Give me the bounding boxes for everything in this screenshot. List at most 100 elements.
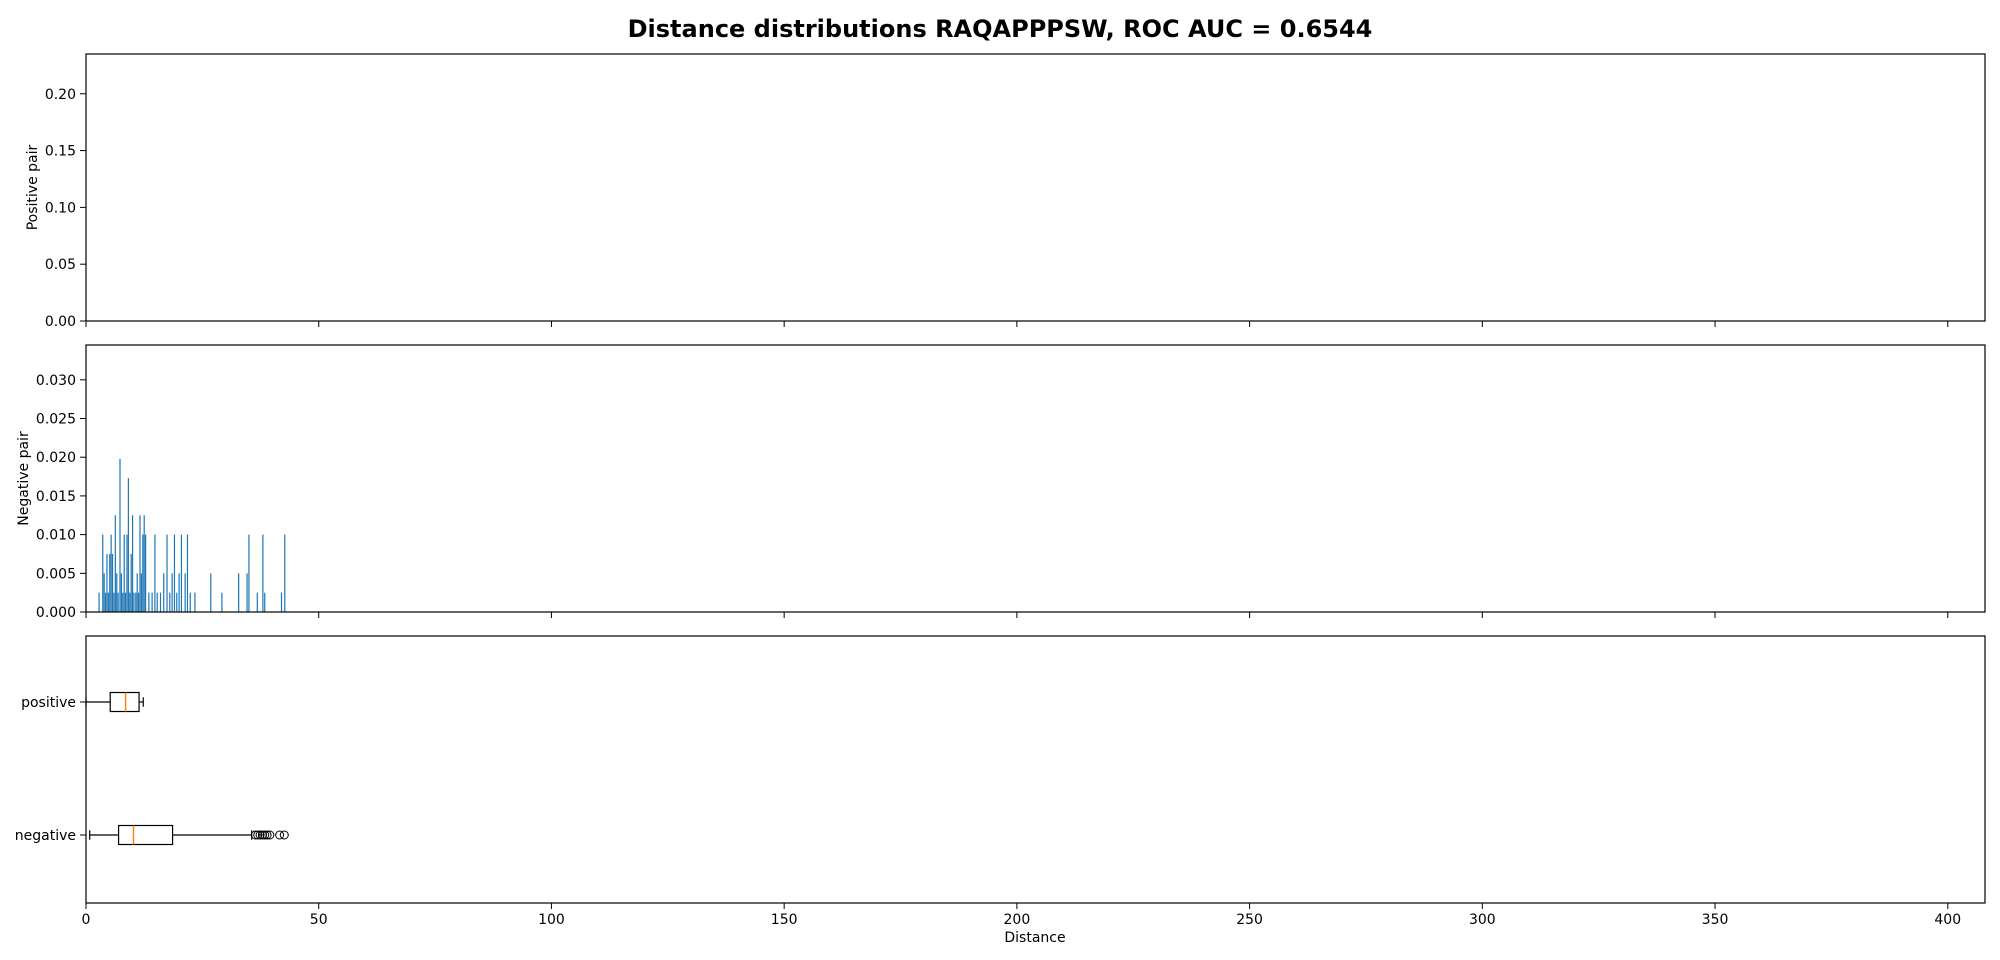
histogram-bar bbox=[151, 592, 153, 612]
positive-y-ticks: 0.00 0.05 0.10 0.15 0.20 bbox=[45, 87, 86, 330]
histogram-bar bbox=[114, 515, 116, 612]
positive-x-ticks bbox=[85, 321, 1949, 327]
histogram-bar bbox=[103, 573, 105, 612]
x-tick-label: 150 bbox=[771, 912, 798, 928]
histogram-bar bbox=[142, 534, 144, 612]
category-label-negative: negative bbox=[15, 828, 76, 844]
outlier-point bbox=[253, 830, 263, 840]
negative-ylabel: Negative pair bbox=[16, 431, 32, 526]
histogram-bar bbox=[110, 534, 112, 612]
y-tick-label: 0.030 bbox=[36, 373, 76, 389]
negative-y-ticks: 0.000 0.005 0.010 0.015 0.020 0.025 0.030 bbox=[36, 373, 86, 621]
histogram-bar bbox=[127, 478, 129, 612]
histogram-bar bbox=[173, 534, 176, 612]
histogram-bar bbox=[221, 592, 223, 612]
histogram-bar bbox=[140, 573, 143, 612]
iqr-box bbox=[117, 824, 174, 846]
histogram-bar bbox=[143, 515, 145, 612]
histogram-bar bbox=[156, 592, 158, 612]
y-tick-label: 0.20 bbox=[45, 87, 76, 103]
y-tick-label: 0.005 bbox=[36, 566, 76, 582]
histogram-bar bbox=[238, 573, 240, 612]
histogram-bar bbox=[136, 573, 138, 612]
histogram-bar bbox=[129, 592, 131, 612]
y-tick-label: 0.010 bbox=[36, 528, 76, 544]
x-tick-label: 100 bbox=[538, 912, 565, 928]
x-tick-label: 200 bbox=[1004, 912, 1031, 928]
boxplot-plot-frame bbox=[85, 635, 1986, 904]
positive-ylabel: Positive pair bbox=[25, 144, 41, 230]
boxplot-negative bbox=[89, 824, 289, 846]
outlier-point bbox=[275, 830, 285, 840]
histogram-bar bbox=[126, 534, 128, 612]
histogram-bar bbox=[166, 534, 168, 612]
outlier-point bbox=[257, 830, 267, 840]
histogram-bar bbox=[144, 534, 147, 612]
histogram-bar bbox=[176, 592, 178, 612]
outlier-point bbox=[265, 830, 275, 840]
histogram-bar bbox=[107, 592, 109, 612]
histogram-bar bbox=[123, 534, 125, 612]
histogram-bar bbox=[178, 573, 180, 612]
y-tick-label: 0.020 bbox=[36, 450, 76, 466]
x-tick-label: 50 bbox=[310, 912, 328, 928]
boxplot-panel: positive negative 0 50 100 150 200 250 300 350 40… bbox=[15, 635, 1986, 946]
positive-histogram-panel: 0.00 0.05 0.10 0.15 0.20 Positive pair bbox=[25, 53, 1986, 330]
histogram-bar bbox=[194, 592, 196, 612]
y-tick-label: 0.015 bbox=[36, 489, 76, 505]
iqr-box bbox=[109, 691, 140, 713]
y-tick-label: 0.10 bbox=[45, 200, 76, 216]
x-tick-label: 400 bbox=[1934, 912, 1961, 928]
boxplot-positive bbox=[85, 691, 144, 713]
histogram-bar bbox=[133, 592, 135, 612]
histogram-bar bbox=[256, 592, 258, 612]
histogram-bar bbox=[186, 534, 189, 612]
chart-title: Distance distributions RAQAPPPSW, ROC AU… bbox=[628, 15, 1373, 43]
histogram-bar bbox=[139, 515, 141, 612]
x-axis-label: Distance bbox=[1004, 930, 1065, 946]
outlier-point bbox=[260, 830, 270, 840]
histogram-bar bbox=[264, 592, 266, 612]
histogram-bar bbox=[130, 553, 132, 612]
histogram-bar bbox=[119, 458, 121, 612]
histogram-bar bbox=[124, 592, 127, 612]
box-category-labels: positive negative bbox=[15, 695, 86, 844]
histogram-bar bbox=[189, 592, 191, 612]
positive-plot-frame bbox=[85, 53, 1986, 322]
histogram-bar bbox=[262, 534, 264, 612]
negative-bars bbox=[98, 458, 286, 612]
outlier-point bbox=[262, 830, 272, 840]
category-label-positive: positive bbox=[21, 695, 76, 711]
histogram-bar bbox=[171, 573, 173, 612]
histogram-bar bbox=[284, 534, 286, 612]
outlier-point bbox=[250, 830, 260, 840]
histogram-bar bbox=[116, 573, 118, 612]
histogram-bar bbox=[210, 573, 212, 612]
outlier-point bbox=[255, 830, 265, 840]
x-tick-label: 250 bbox=[1236, 912, 1263, 928]
negative-plot-frame bbox=[85, 344, 1986, 613]
boxplots bbox=[85, 691, 289, 846]
histogram-bar bbox=[135, 592, 137, 612]
box-x-ticks: 0 50 100 150 200 250 300 350 400 bbox=[82, 903, 1961, 928]
histogram-bar bbox=[102, 534, 104, 612]
histogram-bar bbox=[148, 592, 150, 612]
y-tick-label: 0.000 bbox=[36, 605, 76, 621]
histogram-bar bbox=[98, 592, 100, 612]
histogram-bar bbox=[122, 592, 124, 612]
histogram-bar bbox=[154, 534, 156, 612]
histogram-bar bbox=[106, 553, 108, 612]
histogram-bar bbox=[104, 592, 107, 612]
y-tick-label: 0.00 bbox=[45, 314, 76, 330]
histogram-bar bbox=[113, 592, 115, 612]
histogram-bar bbox=[120, 573, 122, 612]
histogram-bar bbox=[111, 553, 114, 612]
histogram-bar bbox=[184, 573, 186, 612]
negative-x-ticks bbox=[85, 612, 1949, 618]
negative-histogram-panel: 0.000 0.005 0.010 0.015 0.020 0.025 0.030 Nega… bbox=[16, 344, 1986, 621]
x-tick-label: 300 bbox=[1469, 912, 1496, 928]
histogram-bar bbox=[138, 592, 140, 612]
histogram-bar bbox=[169, 592, 171, 612]
y-tick-label: 0.15 bbox=[45, 144, 76, 160]
